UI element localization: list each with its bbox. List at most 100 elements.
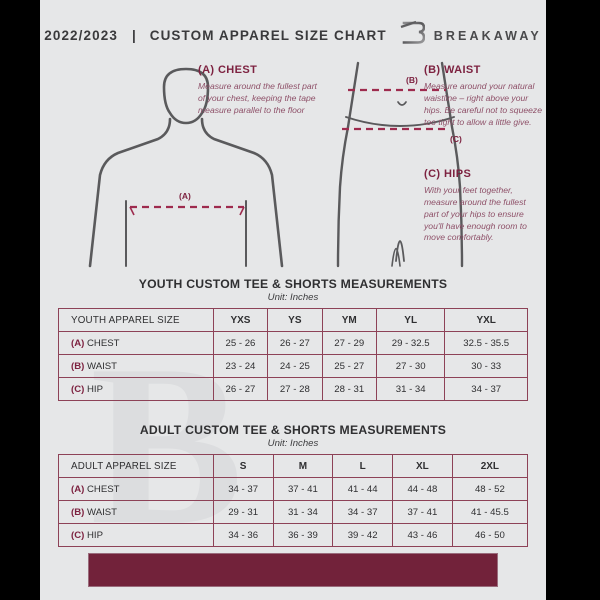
table-cell: 31 - 34 (272, 500, 334, 524)
row-marker: (C) (71, 529, 85, 541)
table-cell: 46 - 50 (451, 523, 529, 547)
row-label-text: HIP (87, 529, 103, 541)
column-header: YXS (212, 308, 269, 332)
column-header: XL (392, 454, 453, 478)
row-label-text: CHEST (87, 337, 120, 349)
row-label-text: WAIST (87, 506, 118, 518)
table-cell: 41 - 44 (332, 477, 394, 501)
row-label: (C) HIP (58, 523, 214, 547)
waist-heading-marker: (B) (424, 64, 441, 76)
footer-banner (88, 553, 498, 587)
column-header: M (272, 454, 334, 478)
chest-heading: (A) CHEST (198, 64, 318, 76)
table-cell: 25 - 27 (321, 354, 377, 378)
column-header: YL (375, 308, 446, 332)
waist-description: Measure around your natural waistline – … (424, 81, 543, 127)
table-cell: 24 - 25 (267, 354, 323, 378)
youth-size-label: YOUTH APPAREL SIZE (58, 308, 214, 332)
table-cell: 36 - 39 (272, 523, 334, 547)
table-cell: 28 - 31 (321, 377, 377, 401)
breakaway-b-monogram-icon (399, 18, 426, 53)
row-label: (B) WAIST (58, 354, 214, 378)
adult-table-title: ADULT CUSTOM TEE & SHORTS MEASUREMENTS (139, 423, 447, 437)
table-row: (B) WAIST 29 - 31 31 - 34 34 - 37 37 - 4… (58, 500, 529, 524)
table-cell: 29 - 32.5 (375, 331, 446, 355)
chest-description-block: (A) CHEST Measure around the fullest par… (198, 64, 318, 117)
table-row: (A) CHEST 25 - 26 26 - 27 27 - 29 29 - 3… (58, 331, 528, 355)
table-row: (A) CHEST 34 - 37 37 - 41 41 - 44 44 - 4… (58, 477, 529, 501)
row-label: (C) HIP (58, 377, 214, 401)
table-cell: 30 - 33 (444, 354, 528, 378)
table-row: (B) WAIST 23 - 24 24 - 25 25 - 27 27 - 3… (58, 354, 528, 378)
youth-table-title: YOUTH CUSTOM TEE & SHORTS MEASUREMENTS (138, 277, 448, 291)
size-chart-page: B 2022/2023 | CUSTOM APPAREL SIZE CHART (40, 0, 546, 600)
row-label: (B) WAIST (58, 500, 214, 524)
table-cell: 27 - 29 (321, 331, 377, 355)
brand-name: BREAKAWAY (433, 28, 542, 43)
table-cell: 23 - 24 (212, 354, 269, 378)
row-marker: (C) (71, 383, 85, 395)
table-cell: 32.5 - 35.5 (444, 331, 528, 355)
table-cell: 31 - 34 (375, 377, 446, 401)
table-cell: 27 - 30 (375, 354, 446, 378)
adult-size-table: ADULT APPAREL SIZE S M L XL 2XL (A) CHES… (58, 454, 529, 547)
chest-heading-text: CHEST (217, 64, 258, 76)
table-cell: 34 - 36 (212, 523, 274, 547)
table-cell: 48 - 52 (451, 477, 529, 501)
column-header: L (332, 454, 394, 478)
page-header: 2022/2023 | CUSTOM APPAREL SIZE CHART (40, 0, 546, 61)
hip-line-tag: (C) (450, 134, 462, 144)
table-cell: 26 - 27 (212, 377, 269, 401)
human-hips-front-figure (336, 61, 464, 268)
header-season: 2022/2023 (44, 28, 118, 43)
table-cell: 25 - 26 (212, 331, 269, 355)
column-header: YXL (444, 308, 528, 332)
chest-heading-marker: (A) (198, 64, 215, 76)
table-cell: 39 - 42 (332, 523, 394, 547)
table-cell: 43 - 46 (392, 523, 453, 547)
hips-heading-marker: (C) (424, 168, 441, 180)
hips-heading: (C) HIPS (424, 168, 542, 180)
chest-line-tag: (A) (179, 191, 191, 201)
page-title: CUSTOM APPAREL SIZE CHART (149, 28, 387, 43)
header-separator: | (131, 28, 136, 43)
table-cell: 41 - 45.5 (451, 500, 529, 524)
table-cell: 26 - 27 (267, 331, 323, 355)
waist-heading: (B) WAIST (424, 64, 544, 76)
chest-description: Measure around the fullest part of your … (198, 81, 317, 115)
hips-heading-text: HIPS (443, 168, 472, 180)
youth-table-unit: Unit: Inches (267, 292, 319, 303)
row-label: (A) CHEST (58, 477, 214, 501)
column-header: S (212, 454, 274, 478)
youth-table-block: YOUTH CUSTOM TEE & SHORTS MEASUREMENTS U… (58, 277, 528, 401)
table-cell: 37 - 41 (392, 500, 453, 524)
row-label-text: HIP (87, 383, 103, 395)
waist-description-block: (B) WAIST Measure around your natural wa… (424, 64, 544, 128)
row-label: (A) CHEST (58, 331, 214, 355)
table-row: (C) HIP 26 - 27 27 - 28 28 - 31 31 - 34 … (58, 377, 528, 401)
table-header-row: ADULT APPAREL SIZE S M L XL 2XL (58, 454, 529, 478)
measurement-diagram: (A) CHEST Measure around the fullest par… (46, 61, 542, 273)
adult-size-label: ADULT APPAREL SIZE (58, 454, 214, 478)
row-label-text: WAIST (87, 360, 118, 372)
table-cell: 34 - 37 (332, 500, 394, 524)
figure-illustrations (88, 61, 464, 268)
waist-heading-text: WAIST (443, 64, 481, 76)
brand-lockup: BREAKAWAY (399, 18, 542, 53)
youth-size-table: YOUTH APPAREL SIZE YXS YS YM YL YXL (A) … (58, 308, 528, 401)
human-torso-front-figure (88, 67, 284, 268)
adult-table-unit: Unit: Inches (267, 438, 319, 449)
table-cell: 37 - 41 (272, 477, 334, 501)
row-marker: (A) (71, 337, 85, 349)
table-header-row: YOUTH APPAREL SIZE YXS YS YM YL YXL (58, 308, 528, 332)
waist-line-tag: (B) (406, 75, 418, 85)
column-header: YM (321, 308, 377, 332)
row-marker: (B) (71, 506, 85, 518)
table-cell: 29 - 31 (212, 500, 274, 524)
row-marker: (B) (71, 360, 85, 372)
table-cell: 34 - 37 (212, 477, 274, 501)
table-cell: 44 - 48 (392, 477, 453, 501)
table-cell: 34 - 37 (444, 377, 528, 401)
table-row: (C) HIP 34 - 36 36 - 39 39 - 42 43 - 46 … (58, 523, 529, 547)
